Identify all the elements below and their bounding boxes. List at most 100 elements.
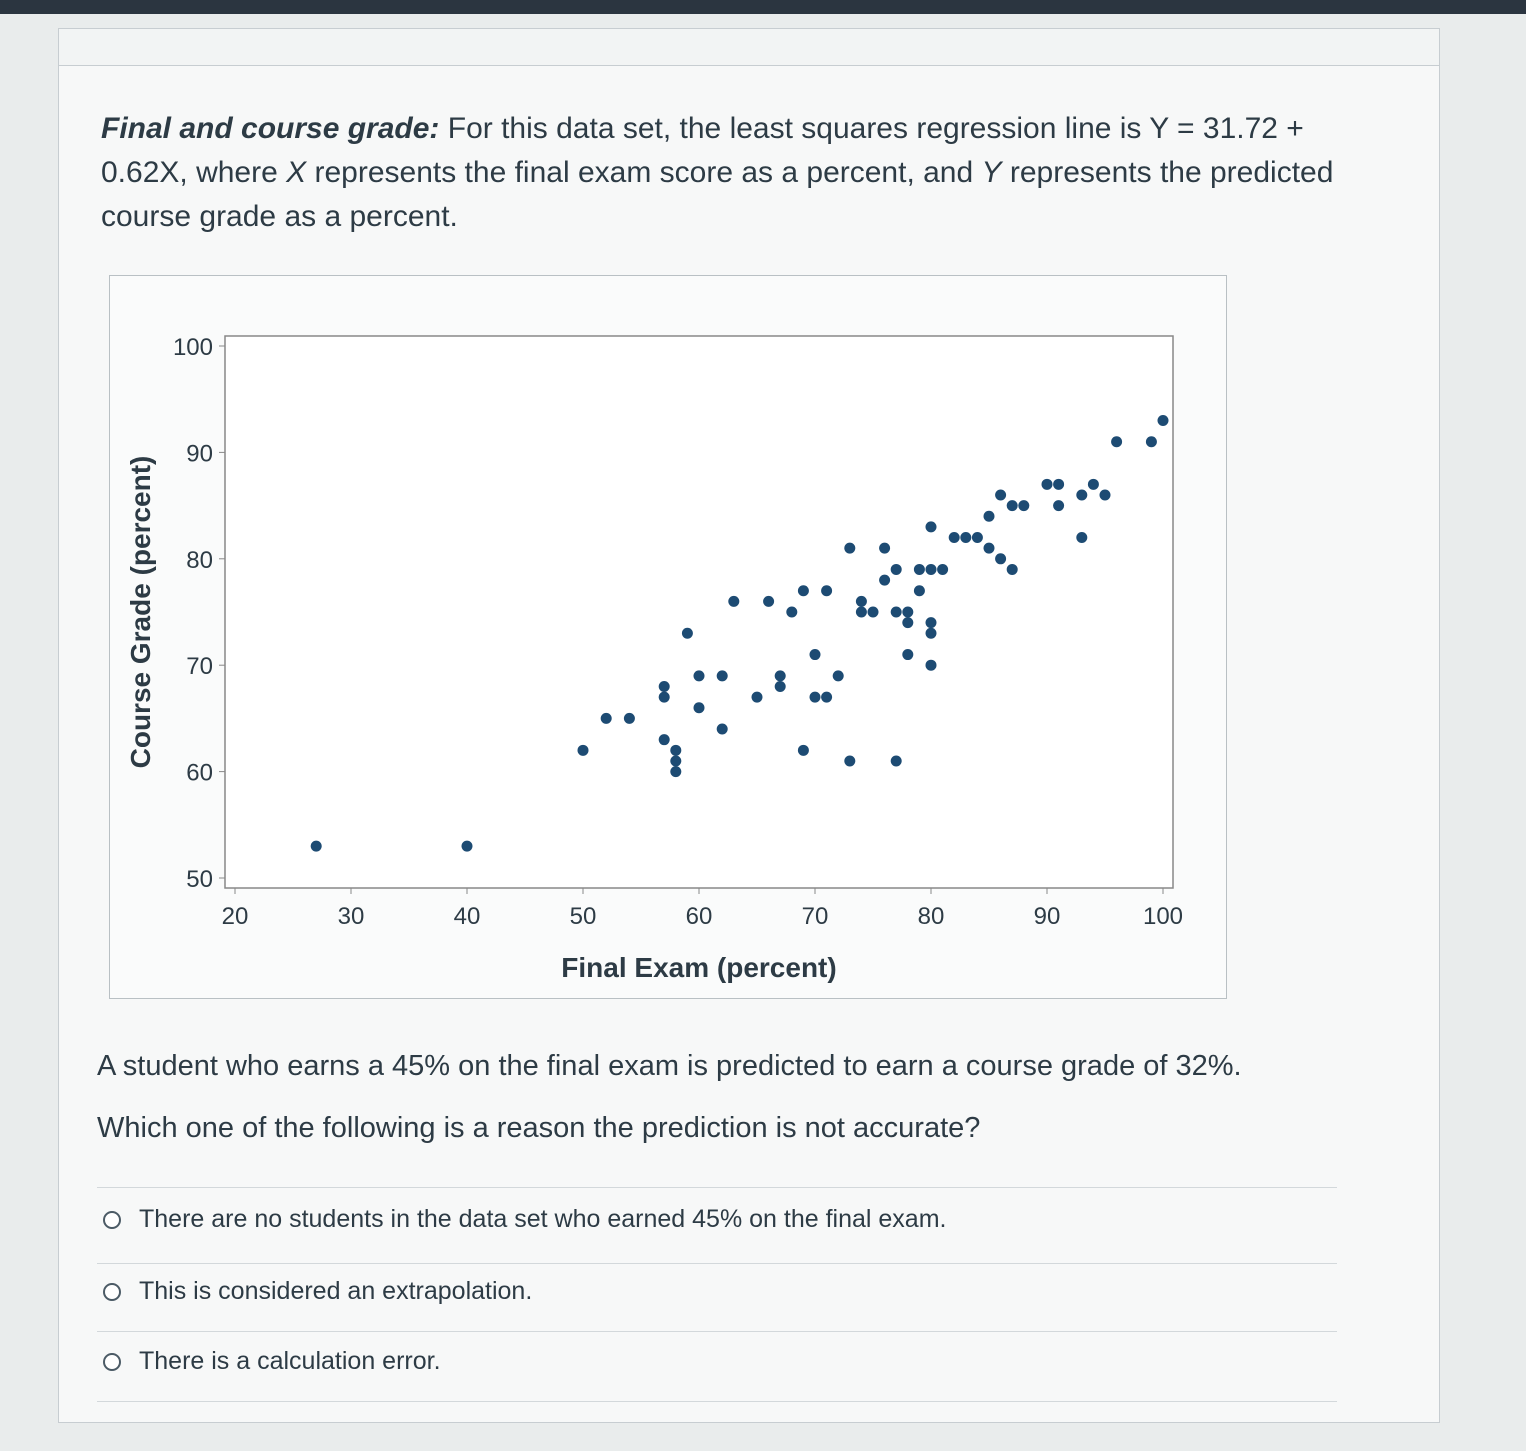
window-top-bar xyxy=(0,0,1526,14)
x-tick-label: 70 xyxy=(802,903,829,930)
data-point xyxy=(925,521,937,533)
x-tick-label: 30 xyxy=(338,903,365,930)
option-calculation-error[interactable]: There is a calculation error. xyxy=(103,1347,441,1376)
data-point xyxy=(693,702,705,714)
data-point xyxy=(902,649,914,661)
data-point xyxy=(728,595,740,607)
question-text: A student who earns a 45% on the final e… xyxy=(97,1035,1357,1159)
divider xyxy=(97,1263,1337,1264)
data-point xyxy=(995,553,1007,565)
data-point xyxy=(1111,436,1123,448)
x-tick-label: 80 xyxy=(918,903,945,930)
data-point xyxy=(658,680,670,692)
data-point xyxy=(658,691,670,703)
intro-text-3: represents the predicted course grade as… xyxy=(101,156,1334,233)
x-tick-label: 40 xyxy=(454,903,481,930)
data-point xyxy=(577,744,589,756)
question-line-1: A student who earns a 45% on the final e… xyxy=(97,1050,1242,1082)
divider xyxy=(97,1331,1337,1332)
divider xyxy=(97,1187,1337,1188)
y-tick-label: 100 xyxy=(173,334,213,361)
data-point xyxy=(716,723,728,735)
x-tick-label: 60 xyxy=(686,903,713,930)
data-point xyxy=(925,563,937,575)
data-point xyxy=(693,670,705,682)
y-tick-label: 70 xyxy=(186,653,213,680)
option-label: There are no students in the data set wh… xyxy=(139,1205,947,1233)
data-point xyxy=(925,627,937,639)
data-point xyxy=(913,563,925,575)
data-points xyxy=(310,414,1169,852)
data-point xyxy=(821,585,833,597)
data-point xyxy=(1145,436,1157,448)
data-point xyxy=(1087,478,1099,490)
data-point xyxy=(1076,489,1088,501)
y-tick-label: 60 xyxy=(186,760,213,787)
scatter-chart: 20 30 40 50 60 70 80 90 100 50 60 70 80 90 100 Final E… xyxy=(109,275,1227,999)
x-tick-label: 90 xyxy=(1034,903,1061,930)
question-line-2: Which one of the following is a reason t… xyxy=(97,1112,981,1144)
data-point xyxy=(670,744,682,756)
data-point xyxy=(1099,489,1111,501)
data-point xyxy=(832,670,844,682)
data-point xyxy=(902,617,914,629)
data-point xyxy=(623,712,635,724)
data-point xyxy=(879,574,891,586)
data-point xyxy=(960,532,972,544)
option-extrapolation[interactable]: This is considered an extrapolation. xyxy=(103,1277,532,1306)
question-intro: Final and course grade: For this data se… xyxy=(101,107,1381,239)
data-point xyxy=(751,691,763,703)
data-point xyxy=(1157,414,1169,426)
axis-ticks: 20 30 40 50 60 70 80 90 100 50 60 70 80 90 100 xyxy=(173,334,1183,930)
radio-button[interactable] xyxy=(103,1210,121,1229)
x-axis-label: Final Exam (percent) xyxy=(561,952,836,983)
y-tick-label: 80 xyxy=(186,547,213,574)
data-point xyxy=(658,734,670,746)
y-axis-label: Course Grade (percent) xyxy=(125,456,156,769)
radio-button[interactable] xyxy=(103,1352,121,1371)
intro-text-2: represents the final exam score as a per… xyxy=(306,156,982,189)
data-point xyxy=(1053,478,1065,490)
data-point xyxy=(670,766,682,778)
data-point xyxy=(1041,478,1053,490)
data-point xyxy=(600,712,612,724)
data-point xyxy=(867,606,879,618)
data-point xyxy=(925,659,937,671)
data-point xyxy=(1018,500,1030,512)
option-label: This is considered an extrapolation. xyxy=(139,1277,533,1305)
data-point xyxy=(716,670,728,682)
data-point xyxy=(797,585,809,597)
data-point xyxy=(774,680,786,692)
data-point xyxy=(855,606,867,618)
scatter-chart-svg: 20 30 40 50 60 70 80 90 100 50 60 70 80 90 100 Final E… xyxy=(125,334,1183,983)
data-point xyxy=(763,595,775,607)
option-no-students[interactable]: There are no students in the data set wh… xyxy=(103,1205,946,1234)
data-point xyxy=(902,606,914,618)
data-point xyxy=(681,627,693,639)
data-point xyxy=(890,606,902,618)
data-point xyxy=(890,563,902,575)
y-tick-label: 90 xyxy=(186,440,213,467)
data-point xyxy=(983,542,995,554)
question-card: Final and course grade: For this data se… xyxy=(58,28,1440,1423)
data-point xyxy=(1006,500,1018,512)
data-point xyxy=(310,840,322,852)
data-point xyxy=(844,755,856,767)
data-point xyxy=(670,755,682,767)
divider xyxy=(97,1401,1337,1402)
option-label: There is a calculation error. xyxy=(139,1347,441,1375)
x-tick-label: 50 xyxy=(570,903,597,930)
data-point xyxy=(1053,500,1065,512)
data-point xyxy=(461,840,473,852)
data-point xyxy=(925,617,937,629)
data-point xyxy=(797,744,809,756)
data-point xyxy=(948,532,960,544)
data-point xyxy=(890,755,902,767)
y-tick-label: 50 xyxy=(186,866,213,893)
intro-text-1: For this data set, the least squares reg… xyxy=(101,112,1304,189)
radio-button[interactable] xyxy=(103,1282,121,1301)
data-point xyxy=(971,532,983,544)
data-point xyxy=(1006,563,1018,575)
data-point xyxy=(821,691,833,703)
plot-area xyxy=(224,335,1174,889)
